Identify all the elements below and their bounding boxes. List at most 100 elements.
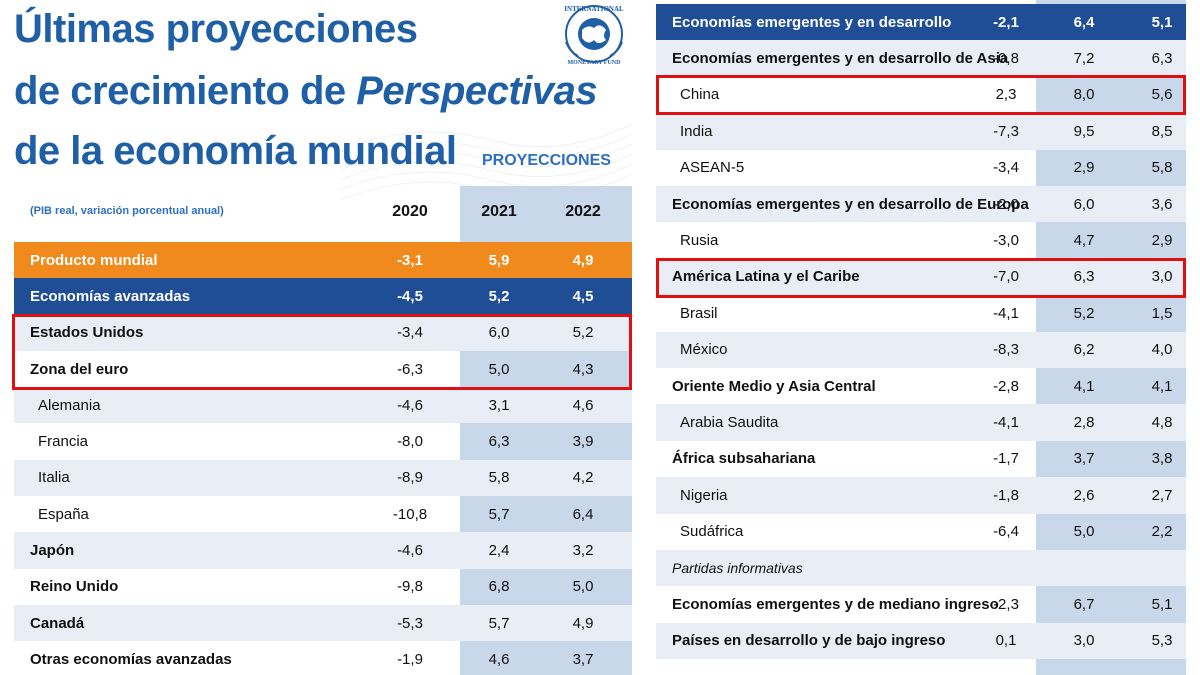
- table-row-sudafrica: Sudáfrica -6,4 5,0 2,2: [656, 514, 1186, 550]
- value-2021: 5,0: [488, 360, 510, 378]
- value-2021: 6,7: [1073, 596, 1095, 614]
- table-row-alemania: Alemania -4,6 3,1 4,6: [14, 387, 632, 424]
- table-row-rusia: Rusia -3,0 4,7 2,9: [656, 222, 1186, 258]
- value-2021: 4,7: [1073, 232, 1095, 250]
- table-row-reino-unido: Reino Unido -9,8 6,8 5,0: [14, 569, 632, 605]
- value-2021: 2,8: [1073, 414, 1095, 432]
- value-2022: 3,8: [1151, 450, 1173, 468]
- value-2022: 2,7: [1151, 486, 1173, 504]
- value-2021: 6,3: [488, 433, 510, 451]
- value-2021: 5,2: [488, 287, 510, 305]
- year-2020-header: 2020: [392, 203, 428, 220]
- value-2021: 6,0: [1073, 195, 1095, 213]
- row-label: Francia: [38, 433, 89, 451]
- value-2021: 6,2: [1073, 341, 1095, 359]
- value-2022: 4,9: [572, 614, 594, 632]
- value-2020: -1,9: [397, 650, 423, 668]
- row-label: Italia: [38, 469, 70, 487]
- value-2022: 8,5: [1151, 122, 1173, 140]
- value-2020: -3,4: [397, 324, 423, 342]
- row-label: Partidas informativas: [672, 560, 803, 577]
- row-label: India: [680, 122, 713, 140]
- row-label: Economías emergentes y en desarrollo: [672, 13, 952, 31]
- value-2021: 5,8: [488, 469, 510, 487]
- table-row-italia: Italia -8,9 5,8 4,2: [14, 459, 632, 497]
- table-row-asean-5: ASEAN-5 -3,4 2,9 5,8: [656, 150, 1186, 186]
- value-2021: 4,1: [1073, 377, 1095, 395]
- value-2021: 6,4: [1073, 13, 1095, 31]
- value-2022: 3,9: [572, 433, 594, 451]
- value-2021: 7,2: [1073, 50, 1095, 68]
- table-row-india: India -7,3 9,5 8,5: [656, 113, 1186, 150]
- table-row-francia: Francia -8,0 6,3 3,9: [14, 424, 632, 460]
- row-label: Otras economías avanzadas: [30, 650, 232, 668]
- title-line2-italic: Perspectivas: [356, 69, 598, 113]
- table-row-america-latina-y-el-caribe: América Latina y el Caribe -7,0 6,3 3,0: [656, 258, 1186, 296]
- value-2020: -8,3: [993, 341, 1019, 359]
- table-row-economias-avanzadas: Economías avanzadas -4,5 5,2 4,5: [14, 278, 632, 315]
- value-2022: 6,3: [1151, 50, 1173, 68]
- value-2022: 5,8: [1151, 159, 1173, 177]
- imf-globe-seal-icon: INTERNATIONAL MONETARY FUND: [544, 2, 644, 66]
- value-2022: 4,8: [1151, 414, 1173, 432]
- year-2022-header: 2022: [565, 203, 601, 220]
- value-2022: 4,0: [1151, 341, 1173, 359]
- row-label: Producto mundial: [30, 251, 158, 269]
- value-2021: 3,7: [1073, 450, 1095, 468]
- value-2021: 9,5: [1073, 122, 1095, 140]
- row-label: Economías emergentes y de mediano ingres…: [672, 596, 999, 614]
- value-2020: -5,3: [397, 614, 423, 632]
- row-label: Arabia Saudita: [680, 414, 779, 432]
- table-row-paises-en-desarrollo-y-de-bajo-ingreso: Países en desarrollo y de bajo ingreso 0,…: [656, 622, 1186, 660]
- table-row-economias-emergentes-y-en-desarrollo: Economías emergentes y en desarrollo -2,1…: [656, 4, 1186, 41]
- table-row-partidas-informativas: Partidas informativas: [656, 550, 1186, 587]
- value-2020: -6,4: [993, 523, 1019, 541]
- row-label: Reino Unido: [30, 578, 119, 596]
- value-2021: 6,3: [1073, 268, 1095, 286]
- row-label: África subsahariana: [672, 450, 816, 468]
- value-2020: -6,3: [397, 360, 423, 378]
- panel-divider: [632, 0, 646, 675]
- value-2021: 2,6: [1073, 486, 1095, 504]
- table-row-economias-emergentes-y-de-mediano-ingreso: Economías emergentes y de mediano ingres…: [656, 586, 1186, 622]
- value-2021: 2,4: [488, 542, 510, 560]
- value-2022: 5,1: [1151, 13, 1173, 31]
- row-label: Brasil: [680, 304, 718, 322]
- projections-label: PROYECCIONES: [482, 152, 611, 169]
- table-row-japon: Japón -4,6 2,4 3,2: [14, 532, 632, 569]
- row-label: Países en desarrollo y de bajo ingreso: [672, 632, 946, 650]
- table-row-otras-economias-avanzadas: Otras economías avanzadas -1,9 4,6 3,7: [14, 641, 632, 675]
- row-label: Rusia: [680, 232, 719, 250]
- row-label: ASEAN-5: [680, 159, 745, 177]
- value-2022: 5,3: [1151, 632, 1173, 650]
- value-2021: 5,0: [1073, 523, 1095, 541]
- row-label: Canadá: [30, 614, 85, 632]
- table-row-estados-unidos: Estados Unidos -3,4 6,0 5,2: [14, 314, 632, 351]
- value-2020: -1,7: [993, 450, 1019, 468]
- page-title-line1: Últimas proyecciones: [14, 7, 418, 51]
- value-2021: 5,7: [488, 505, 510, 523]
- row-label: Economías emergentes y en desarrollo de …: [672, 195, 1029, 213]
- table-row-oriente-medio-y-asia-central: Oriente Medio y Asia Central -2,8 4,1 4,1: [656, 368, 1186, 404]
- table-row-economias-emergentes-y-en-desarrollo-de-asia: Economías emergentes y en desarrollo de …: [656, 40, 1186, 77]
- value-2022: 2,2: [1151, 523, 1173, 541]
- left-panel: Últimas proyecciones de crecimiento de P…: [14, 7, 632, 675]
- value-2022: 1,5: [1151, 304, 1173, 322]
- value-2021: 5,7: [488, 614, 510, 632]
- table-row-nigeria: Nigeria -1,8 2,6 2,7: [656, 477, 1186, 514]
- value-2020: -8,0: [397, 433, 423, 451]
- value-2022: 4,2: [572, 469, 594, 487]
- page-title-line2: de crecimiento de Perspectivas: [14, 68, 598, 114]
- year-2021-header: 2021: [481, 203, 517, 220]
- right-edge: [1186, 0, 1200, 675]
- value-2020: -4,6: [397, 542, 423, 560]
- row-label: Sudáfrica: [680, 523, 744, 541]
- value-2020: -4,1: [993, 414, 1019, 432]
- value-2022: 5,1: [1151, 596, 1173, 614]
- value-2021: 6,8: [488, 578, 510, 596]
- table-row-economias-emergentes-y-en-desarrollo-de-europa: Economías emergentes y en desarrollo de …: [656, 186, 1186, 223]
- value-2020: -3,1: [397, 251, 423, 269]
- value-2022: 3,0: [1151, 268, 1173, 286]
- table-row-china: China 2,3 8,0 5,6: [656, 77, 1186, 113]
- value-2022: 4,1: [1151, 377, 1173, 395]
